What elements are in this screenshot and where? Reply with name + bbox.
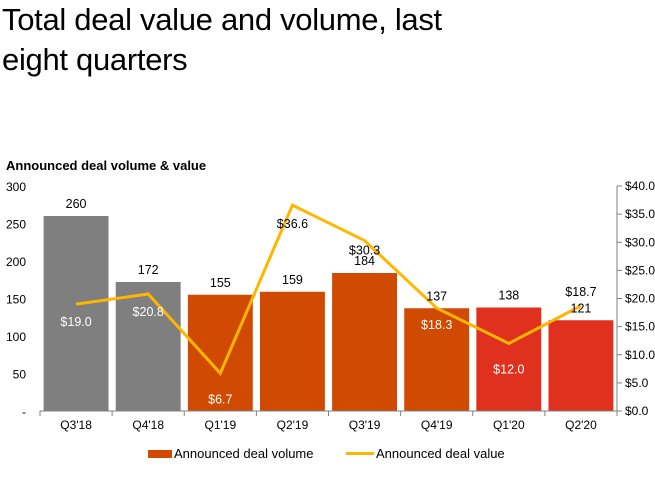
left-tick-label: 300 [6,180,26,194]
line-data-label: $18.7 [565,285,596,299]
left-tick-label: 250 [6,218,26,232]
line-data-label: $20.8 [133,305,164,319]
legend-item-value: Announced deal value [346,446,505,461]
x-tick-label: Q2'19 [277,418,309,432]
bar-volume [187,294,253,411]
line-data-label: $36.6 [277,217,308,231]
right-axis: $0.0 $5.0 $10.0 $15.0 $20.0 $25.0 $30.0 $35.0 $4… [616,179,655,418]
bar-volume [548,320,614,411]
right-tick-label: $30.0 [625,235,655,249]
title-line-1: Total deal value and volume, last [2,2,442,37]
x-tick-label: Q3'19 [349,418,381,432]
x-tick-label: Q1'19 [204,418,236,432]
line-data-label: $19.0 [60,315,91,329]
bar-data-label: 159 [282,273,303,287]
bar-data-label: 260 [66,197,87,211]
bar-volume [476,307,542,411]
bar-volume [404,308,470,411]
x-axis: Q3'18 Q4'18 Q1'19 Q2'19 Q3'19 Q4'19 Q1'20 Q2'20 [39,410,618,432]
bar-volume [43,216,109,411]
page-title: Total deal value and volume, last eight … [2,0,442,80]
right-tick-label: $20.0 [625,292,655,306]
legend-swatch-line [346,452,374,455]
line-data-label: $12.0 [493,363,524,377]
bar-volume [259,291,325,411]
left-tick-label: 100 [6,330,26,344]
x-tick-label: Q4'18 [132,418,164,432]
legend-label-volume: Announced deal volume [174,446,314,461]
line-value-series [75,203,582,377]
x-tick-label: Q4'19 [421,418,453,432]
x-tick-label: Q3'18 [60,418,92,432]
legend-swatch-bar [148,449,172,458]
right-tick-label: $10.0 [625,348,655,362]
x-tick-label: Q2'20 [565,418,597,432]
left-axis: - 50 100 150 200 250 300 [6,180,26,419]
right-tick-label: $40.0 [625,179,655,193]
chart-subtitle: Announced deal volume & value [6,158,207,173]
left-tick-label: 200 [6,255,26,269]
title-line-2: eight quarters [2,42,188,77]
legend-item-volume: Announced deal volume [148,446,314,461]
left-tick-label: - [22,405,26,419]
right-tick-label: $0.0 [625,404,649,418]
right-tick-label: $5.0 [625,376,649,390]
bar-data-label: 155 [210,276,231,290]
left-tick-label: 50 [13,368,27,382]
data-labels: 260 172 155 159 184 137 138 121 $19.0 $20.8 $6.7 $3… [60,197,596,406]
bar-volume [115,282,181,411]
x-tick-label: Q1'20 [493,418,525,432]
left-tick-label: 150 [6,293,26,307]
right-tick-label: $25.0 [625,263,655,277]
legend-label-value: Announced deal value [376,446,505,461]
right-tick-label: $35.0 [625,207,655,221]
line-data-label: $18.3 [421,318,452,332]
bar-volume [332,273,398,411]
bar-data-label: 172 [138,263,159,277]
line-data-label: $30.3 [349,244,380,258]
bar-data-label: 137 [426,289,447,303]
line-data-label: $6.7 [208,392,232,406]
bar-data-label: 121 [571,301,592,315]
bars [43,216,614,411]
value-line [75,203,582,377]
bar-data-label: 138 [498,289,519,303]
bar-data-label: 184 [354,254,375,268]
right-tick-label: $15.0 [625,320,655,334]
